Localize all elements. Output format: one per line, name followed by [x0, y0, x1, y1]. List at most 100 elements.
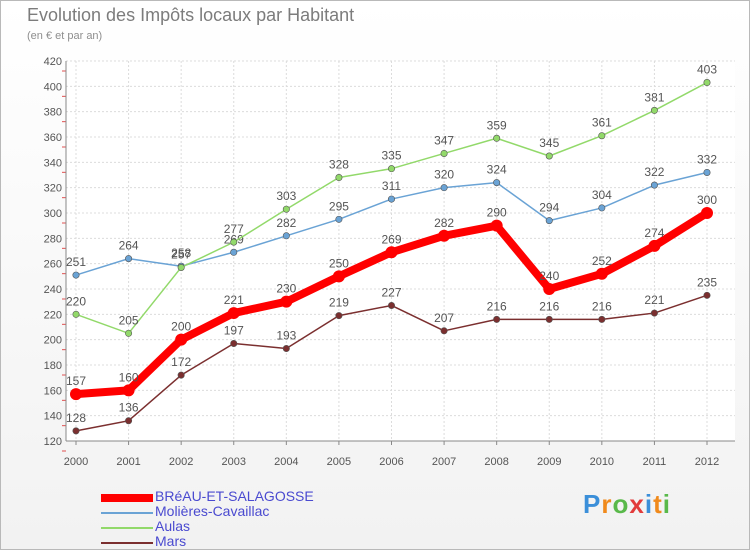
x-tick-label: 2001: [116, 456, 140, 468]
data-label: 216: [592, 299, 612, 313]
data-point: [648, 239, 661, 252]
data-point: [177, 371, 185, 379]
data-label: 328: [329, 158, 349, 172]
data-point: [545, 217, 553, 225]
data-label: 311: [382, 179, 401, 193]
y-tick-label: 120: [44, 436, 62, 448]
data-point: [545, 315, 553, 323]
y-tick-label: 340: [44, 157, 62, 169]
data-label: 257: [171, 247, 191, 261]
data-label: 172: [171, 355, 191, 369]
data-point: [72, 271, 80, 279]
data-label: 220: [66, 294, 86, 308]
data-label: 258: [171, 246, 191, 260]
data-point: [440, 327, 448, 335]
data-point: [598, 315, 606, 323]
y-tick-label: 180: [44, 360, 62, 372]
x-tick-label: 2007: [432, 456, 456, 468]
data-label: 240: [539, 269, 559, 283]
y-tick-label: 300: [44, 208, 62, 220]
data-label: 197: [224, 323, 244, 337]
data-label: 274: [644, 226, 664, 240]
data-point: [493, 315, 501, 323]
y-tick-label: 280: [44, 233, 62, 245]
data-point: [122, 384, 135, 397]
legend-swatch: [101, 512, 153, 514]
data-label: 295: [329, 199, 349, 213]
data-label: 403: [697, 63, 717, 77]
data-point: [280, 295, 293, 308]
x-tick-label: 2004: [274, 456, 298, 468]
data-label: 304: [592, 188, 612, 202]
data-point: [282, 232, 290, 240]
data-label: 235: [697, 275, 717, 289]
data-label: 221: [224, 293, 244, 307]
data-point: [650, 106, 658, 114]
data-label: 335: [381, 149, 401, 163]
data-point: [595, 267, 608, 280]
data-point: [598, 132, 606, 140]
y-tick-label: 140: [44, 411, 62, 423]
x-tick-label: 2003: [222, 456, 246, 468]
data-point: [282, 205, 290, 213]
data-point: [703, 79, 711, 87]
data-label: 359: [487, 118, 507, 132]
data-point: [335, 215, 343, 223]
data-label: 282: [434, 216, 454, 230]
data-point: [227, 307, 240, 320]
data-point: [177, 263, 185, 271]
x-tick-label: 2010: [590, 456, 614, 468]
chart-subtitle: (en € et par an): [27, 30, 103, 42]
legend-label: Mars: [155, 533, 187, 549]
legend-label: Aulas: [155, 518, 191, 534]
data-label: 332: [697, 152, 717, 166]
legend-swatch: [101, 494, 153, 502]
proxiti-logo: Proxiti: [583, 489, 671, 520]
data-point: [440, 149, 448, 157]
data-label: 251: [66, 255, 86, 269]
y-tick-label: 320: [44, 183, 62, 195]
data-label: 345: [539, 136, 559, 150]
data-point: [490, 219, 503, 232]
data-label: 221: [644, 293, 664, 307]
x-tick-label: 2012: [695, 456, 719, 468]
data-label: 193: [276, 329, 296, 343]
x-tick-label: 2009: [537, 456, 561, 468]
data-label: 160: [119, 370, 139, 384]
data-point: [440, 184, 448, 192]
data-point: [335, 174, 343, 182]
x-tick-label: 2011: [643, 456, 667, 468]
x-tick-label: 2008: [484, 456, 508, 468]
data-label: 269: [381, 232, 401, 246]
data-point: [335, 312, 343, 320]
data-label: 216: [539, 299, 559, 313]
data-point: [175, 333, 188, 346]
series-mars: 128 136 172 197 193 219 227 207 216 216 216 221 235: [66, 275, 717, 435]
data-point: [650, 309, 658, 317]
data-point: [387, 301, 395, 309]
data-label: 347: [434, 133, 454, 147]
data-label: 303: [276, 189, 296, 203]
logo-letter: i: [662, 489, 671, 519]
data-label: 207: [434, 311, 454, 325]
data-point: [543, 283, 556, 295]
data-point: [598, 204, 606, 212]
series-aulas: 220 205 257 277 303 328 335 347 359 345 361 381 403: [66, 63, 717, 337]
data-label: 252: [592, 254, 612, 268]
legend-swatch: [101, 542, 153, 544]
data-label: 264: [119, 239, 139, 253]
x-tick-label: 2005: [327, 456, 351, 468]
logo-letter: r: [601, 489, 613, 519]
data-point: [438, 229, 451, 242]
data-label: 381: [644, 90, 664, 104]
chart-title: Evolution des Impôts locaux par Habitant: [27, 5, 355, 25]
legend-swatch: [101, 527, 153, 529]
x-tick-label: 2002: [169, 456, 193, 468]
y-tick-label: 360: [44, 132, 62, 144]
data-point: [387, 195, 395, 203]
y-tick-label: 200: [44, 335, 62, 347]
data-point: [493, 134, 501, 142]
data-label: 128: [66, 411, 86, 425]
